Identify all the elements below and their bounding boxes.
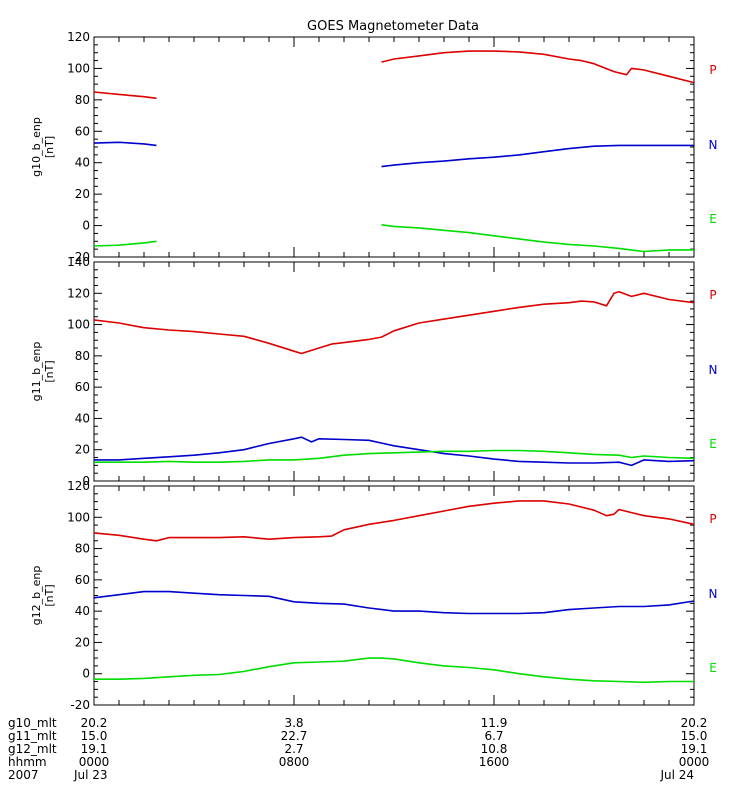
footer-value: Jul 23	[73, 768, 108, 782]
series-line-p	[93, 290, 695, 355]
legend-n: N	[709, 363, 718, 377]
y-tick-label: -20	[70, 698, 90, 712]
y-tick-label: 120	[67, 286, 90, 300]
footer-row-label: 2007	[8, 768, 39, 782]
series-line-n	[94, 436, 695, 467]
y-tick-label: 120	[67, 479, 90, 493]
footer-value: 19.1	[681, 742, 708, 756]
footer-row-label: g10_mlt	[8, 716, 57, 730]
footer-value: 19.1	[81, 742, 108, 756]
y-tick-label: 80	[75, 93, 90, 107]
series-line-p	[93, 500, 695, 542]
footer-row-label: g11_mlt	[8, 729, 57, 743]
series-line-n	[93, 590, 695, 615]
y-axis-unit: [nT]	[43, 360, 56, 382]
chart-title: GOES Magnetometer Data	[307, 19, 479, 34]
y-tick-label: 20	[75, 635, 90, 649]
footer-value: 3.8	[284, 716, 303, 730]
panel-2: 0 20 40 60 80 100 120 140 g11_b_enp [nT] P N E	[30, 255, 717, 488]
series-line-n	[93, 141, 157, 147]
y-tick-label: 0	[82, 219, 90, 233]
y-tick-label: 60	[75, 573, 90, 587]
y-tick-label: 0	[82, 667, 90, 681]
footer-value: 0000	[679, 755, 710, 769]
footer-value: 0000	[79, 755, 110, 769]
footer-value: 22.7	[281, 729, 308, 743]
footer-value: 10.8	[481, 742, 508, 756]
y-axis-unit: [nT]	[43, 584, 56, 606]
y-tick-label: 140	[67, 255, 90, 269]
y-tick-label: 80	[75, 542, 90, 556]
legend-n: N	[709, 138, 718, 152]
panel-3: -20 0 20 40 60 80 100 120 g12_b_enp [nT] P N E	[30, 479, 717, 712]
y-tick-label: 20	[75, 187, 90, 201]
legend-e: E	[709, 661, 717, 675]
y-axis-label: g12_b_enp	[30, 566, 43, 626]
series-line-e	[93, 240, 157, 247]
footer-row-label: g12_mlt	[8, 742, 57, 756]
legend-n: N	[709, 587, 718, 601]
legend-p: P	[709, 63, 716, 77]
y-tick-label: 40	[75, 604, 90, 618]
panel-frame	[93, 485, 695, 706]
legend-p: P	[709, 288, 716, 302]
y-axis-label: g10_b_enp	[30, 117, 43, 177]
footer-value: 15.0	[681, 729, 708, 743]
footer-value: 20.2	[81, 716, 108, 730]
legend-e: E	[709, 437, 717, 451]
y-tick-label: 120	[67, 30, 90, 44]
y-tick-label: 40	[75, 411, 90, 425]
y-axis-unit: [nT]	[43, 136, 56, 158]
footer-value: Jul 24	[659, 768, 694, 782]
y-tick-label: 100	[67, 318, 90, 332]
footer-value: 20.2	[681, 716, 708, 730]
footer-value: 6.7	[484, 729, 503, 743]
y-tick-label: 80	[75, 349, 90, 363]
footer-value: 11.9	[481, 716, 508, 730]
panel-frame	[93, 36, 695, 258]
footer-value: 0800	[279, 755, 310, 769]
series-line-p	[381, 50, 695, 84]
y-axis-label: g11_b_enp	[30, 342, 43, 402]
legend-e: E	[709, 212, 717, 226]
legend-p: P	[709, 512, 716, 526]
y-tick-label: 60	[75, 124, 90, 138]
y-tick-label: 100	[67, 510, 90, 524]
series-line-e	[94, 449, 695, 464]
panel-1: -20 0 20 40 60 80 100 120 g10_b_enp [nT] P N E	[30, 30, 717, 264]
y-tick-label: -20	[70, 250, 90, 264]
footer-value: 1600	[479, 755, 510, 769]
y-tick-label: 20	[75, 443, 90, 457]
footer-value: 2.7	[284, 742, 303, 756]
y-tick-label: 100	[67, 61, 90, 75]
panel-frame	[93, 261, 695, 482]
footer-value: 15.0	[81, 729, 108, 743]
y-tick-label: 60	[75, 380, 90, 394]
series-line-e	[94, 657, 694, 684]
series-line-e	[381, 224, 694, 253]
footer-row-label: hhmm	[8, 755, 47, 769]
series-line-p	[93, 91, 157, 100]
y-tick-label: 40	[75, 156, 90, 170]
y-tick-label: 0	[82, 474, 90, 488]
series-line-n	[381, 144, 694, 168]
